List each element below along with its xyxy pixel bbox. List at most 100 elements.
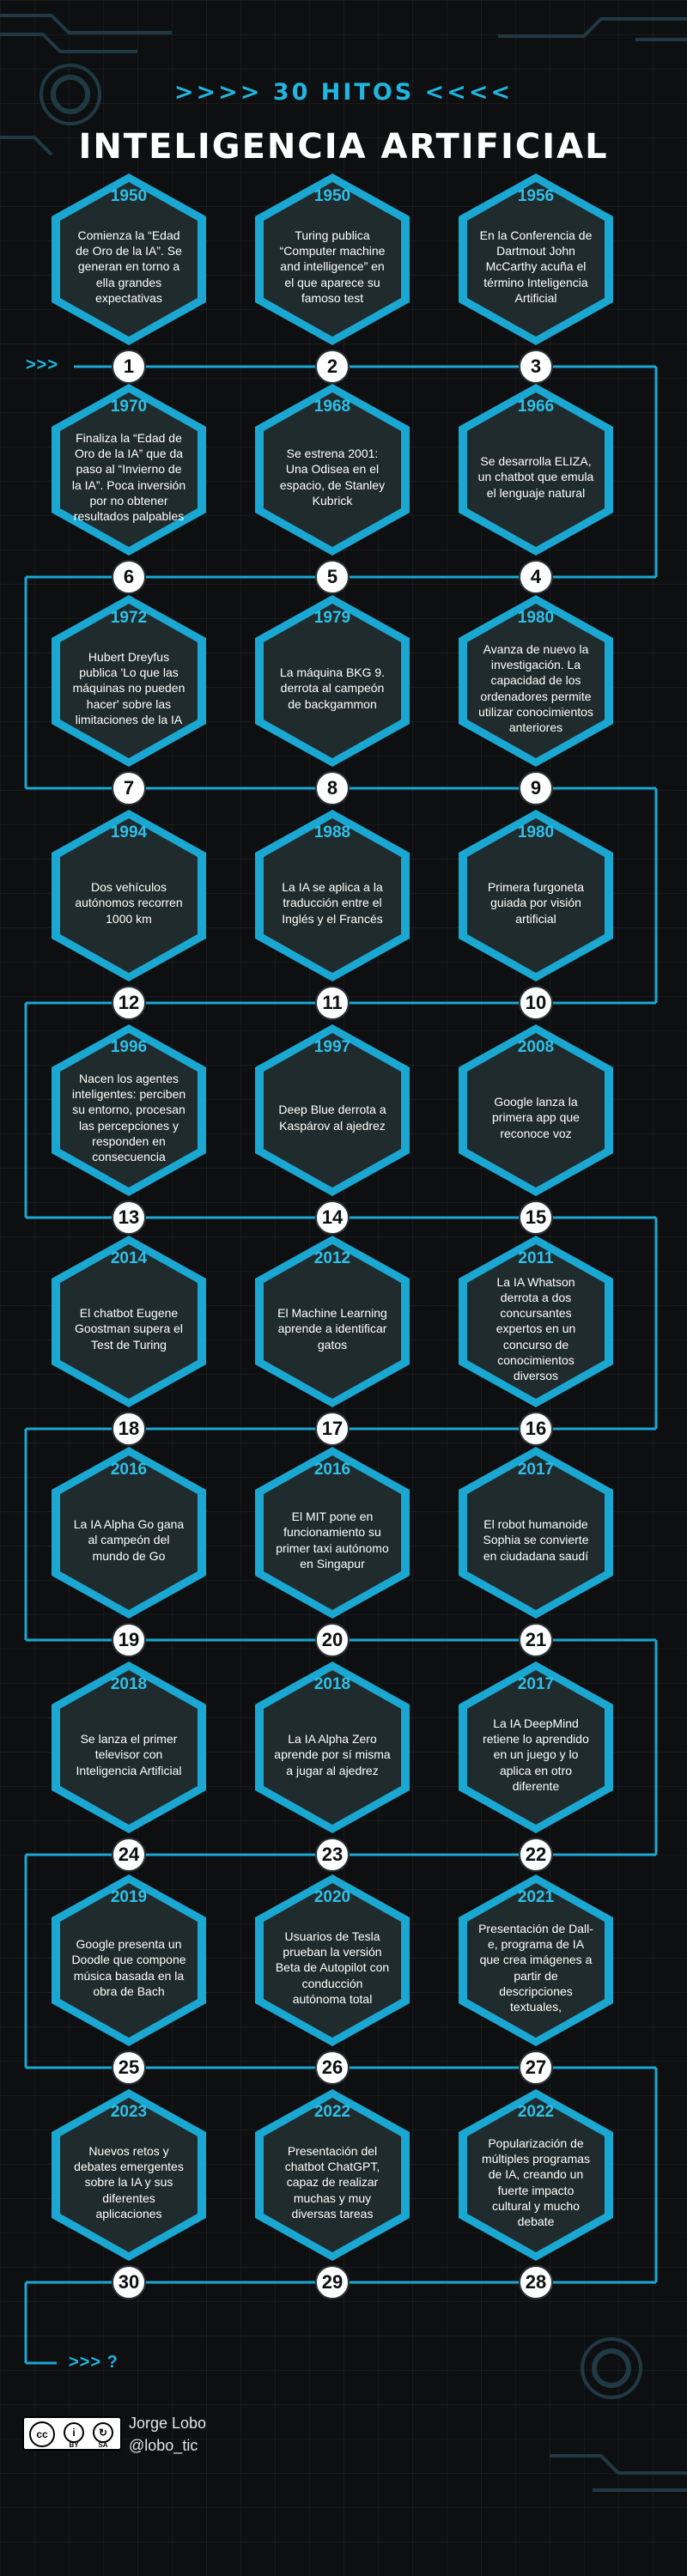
milestone-year: 2022 xyxy=(313,2103,351,2121)
milestone-year: 2014 xyxy=(110,1249,148,1267)
milestone-description: En la Conferencia de Dartmout John McCar… xyxy=(477,213,594,320)
milestone-description-text: La IA se aplica a la traducción entre el… xyxy=(282,880,383,926)
milestone-description-text: La máquina BKG 9. derrota al campeón de … xyxy=(279,665,386,711)
milestone-number: 26 xyxy=(315,2050,350,2085)
milestone-year: 1968 xyxy=(313,398,351,416)
milestone-number: 16 xyxy=(519,1412,553,1446)
milestone-number: 5 xyxy=(315,560,350,594)
milestone-description-text: Nacen los agentes inteligentes: perciben… xyxy=(71,1071,186,1163)
milestone-description-text: Presentación de Dall-e, programa de IA q… xyxy=(478,1921,593,2014)
milestone-card: 2022 Presentación del chatbot ChatGPT, ca… xyxy=(255,2089,410,2261)
cc-license-badge: cc i ↻ BY SA xyxy=(22,2416,122,2451)
hexagon-fill xyxy=(467,182,605,337)
milestone-description: La IA Alpha Go gana al campeón del mundo… xyxy=(70,1486,187,1594)
hexagon-fill xyxy=(467,2098,605,2252)
milestone-year: 2018 xyxy=(110,1675,148,1693)
milestone-description-text: En la Conferencia de Dartmout John McCar… xyxy=(479,228,593,305)
milestone-year: 1979 xyxy=(313,609,351,627)
milestone-card: 2011 La IA Whatson derrota a dos concursa… xyxy=(459,1236,613,1407)
milestone-description: Hubert Dreyfus publica 'Lo que las máqui… xyxy=(70,635,187,742)
milestone-year: 2019 xyxy=(110,1888,148,1906)
milestone-number: 28 xyxy=(519,2265,553,2300)
milestone-description-text: Finaliza la “Edad de Oro de la IA” que d… xyxy=(71,430,186,523)
milestone-description: El Machine Learning aprende a identifica… xyxy=(274,1275,391,1382)
milestone-description: La IA DeepMind retiene lo aprendido en u… xyxy=(477,1701,594,1808)
milestone-description: Google presenta un Doodle que compone mú… xyxy=(70,1914,187,2021)
milestone-number: 17 xyxy=(315,1412,350,1446)
milestone-card: 2017 El robot humanoide Sophia se convier… xyxy=(459,1447,613,1619)
milestone-description: Usuarios de Tesla prueban la versión Bet… xyxy=(274,1914,391,2021)
milestone-number: 15 xyxy=(519,1200,553,1235)
milestone-description: Se lanza el primer televisor con Intelig… xyxy=(70,1701,187,1808)
milestone-description: Comienza la “Edad de Oro de la IA”. Se g… xyxy=(70,213,187,320)
milestone-description: Se desarrolla ELIZA, un chatbot que emul… xyxy=(477,423,594,531)
milestone-description-text: El robot humanoide Sophia se convierte e… xyxy=(483,1517,589,1563)
milestone-description-text: Se desarrolla ELIZA, un chatbot que emul… xyxy=(477,454,594,500)
milestone-number: 3 xyxy=(519,349,553,384)
milestone-number: 30 xyxy=(112,2265,146,2300)
milestone-card: 1980 Primera furgoneta guiada por visión … xyxy=(459,810,613,981)
milestone-description: Google lanza la primera app que reconoce… xyxy=(477,1064,594,1171)
milestone-description: Avanza de nuevo la investigación. La cap… xyxy=(477,635,594,742)
milestone-description: El robot humanoide Sophia se convierte e… xyxy=(477,1486,594,1594)
milestone-year: 2016 xyxy=(313,1461,351,1479)
milestone-year: 2011 xyxy=(518,1249,554,1267)
milestone-description-text: La IA Alpha Go gana al campeón del mundo… xyxy=(73,1517,185,1563)
milestone-card: 1950 Turing publica “Computer machine and… xyxy=(255,173,410,345)
milestone-description: Primera furgoneta guiada por visión arti… xyxy=(477,849,594,957)
milestone-description: El MIT pone en funcionamiento su primer … xyxy=(274,1486,391,1594)
hexagon-fill xyxy=(467,1244,605,1399)
milestone-number: 11 xyxy=(315,986,350,1020)
milestone-description-text: Comienza la “Edad de Oro de la IA”. Se g… xyxy=(76,228,182,305)
milestone-year: 2023 xyxy=(110,2103,148,2121)
hexagon-fill xyxy=(467,1883,605,2038)
milestone-card: 1968 Se estrena 2001: Una Odisea en el es… xyxy=(255,384,410,556)
milestone-number: 29 xyxy=(315,2265,350,2300)
milestone-number: 4 xyxy=(519,560,553,594)
milestone-card: 1979 La máquina BKG 9. derrota al campeón… xyxy=(255,595,410,767)
milestone-number: 8 xyxy=(315,771,350,805)
milestone-card: 1996 Nacen los agentes inteligentes: perc… xyxy=(52,1024,206,1196)
milestone-description: Dos vehículos autónomos recorren 1000 km xyxy=(70,849,187,957)
milestone-description-text: La IA DeepMind retiene lo aprendido en u… xyxy=(483,1716,589,1793)
milestone-description: Se estrena 2001: Una Odisea en el espaci… xyxy=(274,423,391,531)
milestone-number: 23 xyxy=(315,1838,350,1872)
milestone-number: 1 xyxy=(112,349,146,384)
milestone-description-text: Google lanza la primera app que reconoce… xyxy=(492,1095,580,1140)
milestone-year: 1988 xyxy=(313,823,351,841)
milestone-description-text: Primera furgoneta guiada por visión arti… xyxy=(487,880,585,926)
milestone-card: 1980 Avanza de nuevo la investigación. La… xyxy=(459,595,613,767)
milestone-number: 7 xyxy=(112,771,146,805)
cc-icon: cc xyxy=(29,2421,55,2447)
milestone-description-text: La IA Whatson derrota a dos concursantes… xyxy=(495,1274,576,1382)
milestone-card: 1950 Comienza la “Edad de Oro de la IA”. … xyxy=(52,173,206,345)
milestone-description-text: El MIT pone en funcionamiento su primer … xyxy=(276,1510,389,1571)
milestone-description-text: Turing publica “Computer machine and int… xyxy=(279,228,386,305)
milestone-number: 20 xyxy=(315,1623,350,1657)
milestone-card: 2019 Google presenta un Doodle que compon… xyxy=(52,1874,206,2046)
milestone-card: 2023 Nuevos retos y debates emergentes so… xyxy=(52,2089,206,2261)
milestone-number: 24 xyxy=(112,1838,146,1872)
hexagon-fill xyxy=(467,1033,605,1188)
author-handle: @lobo_tic xyxy=(129,2437,198,2454)
milestone-year: 1997 xyxy=(313,1038,351,1056)
corner-circuit-bottom-right xyxy=(550,2337,687,2492)
subtitle: >>>> 30 HITOS <<<< xyxy=(173,79,514,106)
milestone-description-text: Deep Blue derrota a Kaspárov al ajedrez xyxy=(278,1103,386,1133)
milestone-card: 2022 Popularización de múltiples programa… xyxy=(459,2089,613,2261)
milestone-description: La IA se aplica a la traducción entre el… xyxy=(274,849,391,957)
milestone-number: 2 xyxy=(315,349,350,384)
milestone-description-text: Hubert Dreyfus publica 'Lo que las máqui… xyxy=(72,650,185,726)
milestone-number: 14 xyxy=(315,1200,350,1235)
milestone-description-text: Usuarios de Tesla prueban la versión Bet… xyxy=(275,1929,390,2006)
milestone-description: Turing publica “Computer machine and int… xyxy=(274,213,391,320)
milestone-year: 1970 xyxy=(110,398,148,416)
milestone-year: 1980 xyxy=(517,609,555,627)
milestone-year: 1966 xyxy=(517,398,555,416)
milestone-number: 19 xyxy=(112,1623,146,1657)
milestone-card: 2012 El Machine Learning aprende a identi… xyxy=(255,1236,410,1407)
attribution-icon: i xyxy=(64,2422,84,2443)
milestone-year: 1972 xyxy=(110,609,148,627)
milestone-description-text: Nuevos retos y debates emergentes sobre … xyxy=(74,2144,184,2221)
corner-circuit-top-right xyxy=(498,17,687,41)
